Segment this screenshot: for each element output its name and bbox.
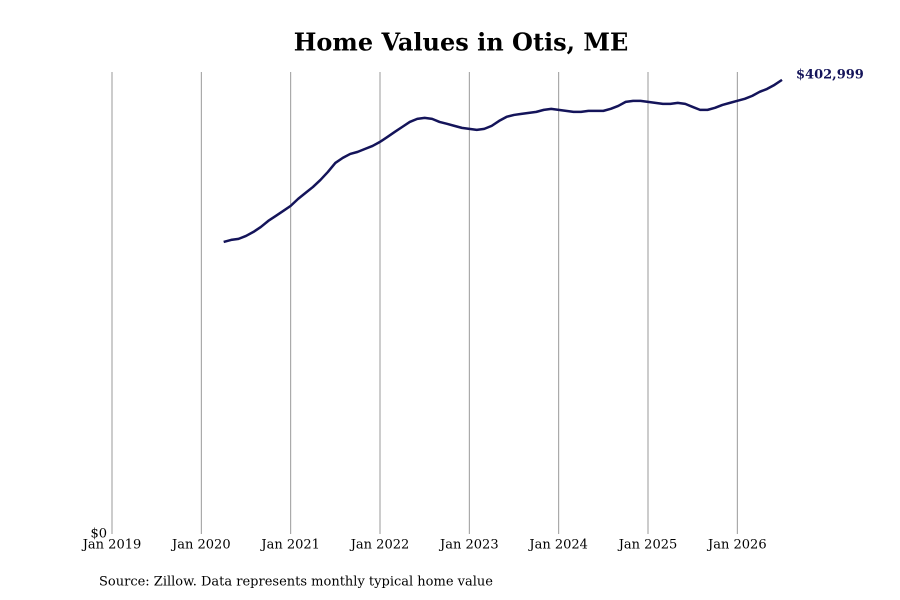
x-tick-label: Jan 2025 [617,538,678,553]
x-tick-label: Jan 2019 [81,538,142,553]
x-tick-label: Jan 2023 [438,538,499,553]
source-note: Source: Zillow. Data represents monthly … [99,575,493,590]
x-tick-label: Jan 2021 [259,538,320,553]
line-series [223,78,783,244]
x-tick-label: Jan 2022 [349,538,410,553]
x-tick-label: Jan 2024 [527,538,588,553]
x-tick-label: Jan 2020 [170,538,231,553]
y-tick-label: $0 [90,527,107,542]
chart-title: Home Values in Otis, ME [294,28,629,57]
value-label: $402,999 [796,67,864,82]
x-tick-label: Jan 2026 [706,538,767,553]
